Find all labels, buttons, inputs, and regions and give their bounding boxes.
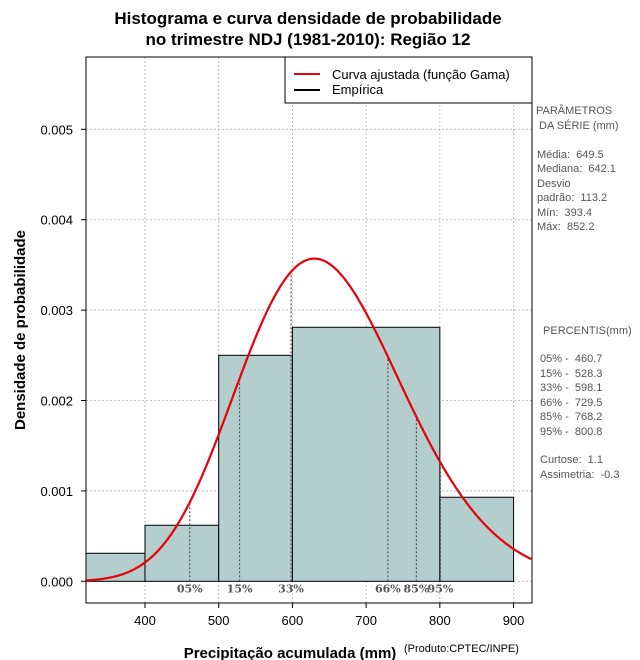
x-axis-title: Precipitação acumulada (mm) [184,645,397,660]
percentil-33: 33% - 598.1 [540,382,602,394]
percentile-label-15%: 15% [227,582,253,595]
percentis-title: PERCENTIS(mm) [540,325,632,337]
percentile-label-05%: 05% [177,582,203,595]
param-min: Mín: 393.4 [537,207,592,219]
params-title-line-1: PARÂMETROS [536,104,612,117]
y-axis-ticks: 0.000 0.001 0.002 0.003 0.004 0.005 [40,122,86,589]
histogram-bar-4 [439,496,515,582]
chart-title-line-2: no trimestre NDJ (1981-2010): Região 12 [145,30,470,49]
percentile-label-33%: 33% [278,582,304,595]
legend-box [284,56,533,104]
percentile-label-95%: 95% [428,582,454,595]
histogram-bars [85,326,515,582]
param-median: Mediana: 642.1 [537,163,616,175]
y-tick-label-0: 0.000 [40,574,73,589]
param-sd-label: Desvio [537,178,571,190]
percentile-label-66%: 66% [375,582,401,595]
param-max: Máx: 852.2 [537,221,594,233]
param-mean: Média: 649.5 [537,149,604,161]
product-credit: (Produto:CPTEC/INPE) [404,643,519,655]
histogram-bar-2 [218,354,293,582]
legend-label-curve: Curva ajustada (função Gama) [332,67,510,82]
y-tick-label-5: 0.005 [40,122,73,137]
x-tick-label-700: 700 [355,613,377,628]
legend-label-empirical: Empírica [332,82,384,97]
y-axis-title: Densidade de probabilidade [12,230,29,430]
gamma-curve [85,257,532,582]
side-panel: PARÂMETROS DA SÉRIE (mm) Média: 649.5 Me… [536,104,632,481]
histogram-bar-1 [144,524,220,582]
param-sd-value: padrão: 113.2 [537,192,607,204]
y-tick-label-4: 0.004 [40,213,73,228]
percentil-66: 66% - 729.5 [540,397,602,409]
gamma-curve-line [85,257,532,582]
y-tick-label-2: 0.002 [40,394,73,409]
legend: Curva ajustada (função Gama) Empírica [284,56,533,104]
percentile-label-85%: 85% [404,582,430,595]
stat-kurtosis: Curtose: 1.1 [540,454,603,466]
percentile-markers: 05% 15% 33% 66% 85%95% [177,271,454,595]
chart-title-line-1: Histograma e curva densidade de probabil… [114,9,501,28]
x-axis-ticks: 400 500 600 700 800 900 [134,603,524,628]
histogram-bar-3 [291,326,441,582]
percentil-15: 15% - 528.3 [540,368,602,380]
stat-skewness: Assimetria: -0.3 [540,469,619,481]
x-tick-label-600: 600 [282,613,304,628]
percentil-05: 05% - 460.7 [540,353,602,365]
percentil-85: 85% - 768.2 [540,411,602,423]
params-title-line-2: DA SÉRIE (mm) [536,119,619,132]
x-tick-label-900: 900 [503,613,525,628]
y-tick-label-1: 0.001 [40,484,73,499]
y-tick-label-3: 0.003 [40,303,73,318]
x-tick-label-500: 500 [208,613,230,628]
percentil-95: 95% - 800.8 [540,426,602,438]
x-tick-label-800: 800 [429,613,451,628]
x-tick-label-400: 400 [134,613,156,628]
